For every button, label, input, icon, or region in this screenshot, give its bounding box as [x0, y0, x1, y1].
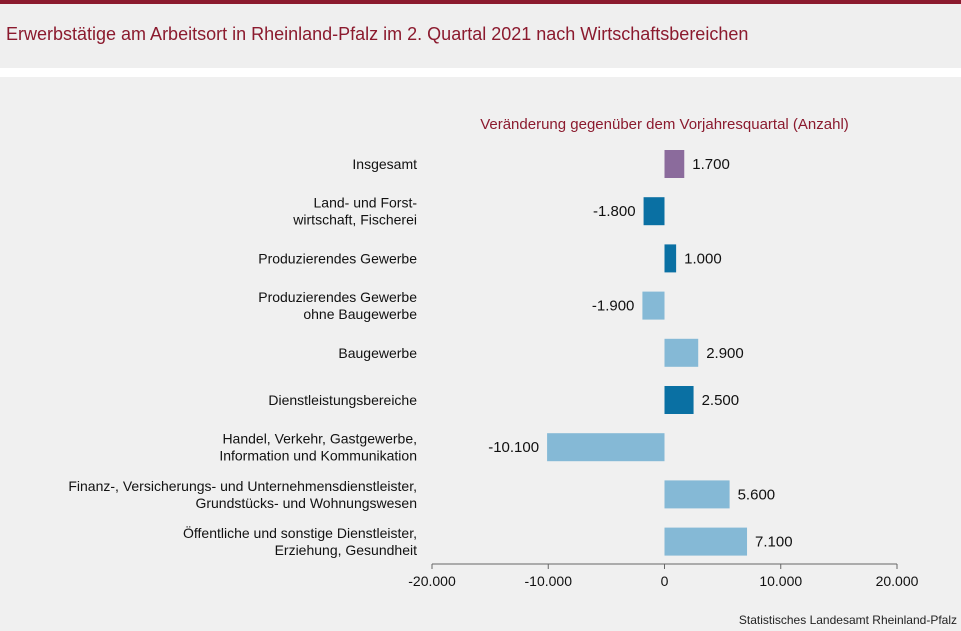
value-label: -1.800: [593, 203, 636, 220]
x-tick-label: -20.000: [408, 573, 456, 589]
value-label: 1.000: [684, 250, 722, 267]
x-tick-label: 10.000: [759, 573, 802, 589]
category-label: Information und Kommunikation: [219, 448, 417, 464]
category-label: ohne Baugewerbe: [303, 306, 417, 322]
value-label: 2.900: [706, 345, 744, 362]
category-label: Grundstücks- und Wohnungswesen: [195, 495, 417, 511]
page-title: Erwerbstätige am Arbeitsort in Rheinland…: [6, 24, 749, 44]
bar: [664, 480, 730, 509]
value-label: 7.100: [755, 534, 793, 551]
x-tick-label: 20.000: [876, 573, 919, 589]
category-label: wirtschaft, Fischerei: [292, 212, 417, 228]
category-label: Dienstleistungsbereiche: [268, 392, 417, 408]
category-label: Produzierendes Gewerbe: [258, 289, 417, 305]
category-label: Insgesamt: [352, 156, 417, 172]
bar: [643, 197, 665, 226]
bar: [664, 338, 699, 367]
value-label: -1.900: [592, 298, 635, 315]
value-label: 5.600: [738, 486, 776, 503]
value-label: 2.500: [702, 392, 740, 409]
x-tick-label: 0: [661, 573, 669, 589]
source-note: Statistisches Landesamt Rheinland-Pfalz: [738, 613, 957, 627]
category-label: Produzierendes Gewerbe: [258, 250, 417, 266]
header: Erwerbstätige am Arbeitsort in Rheinland…: [0, 4, 961, 68]
category-label: Erziehung, Gesundheit: [275, 542, 418, 558]
header-separator: [0, 68, 961, 77]
bar: [664, 386, 694, 414]
value-label: -10.100: [488, 439, 539, 456]
bar-chart: Veränderung gegenüber dem Vorjahresquart…: [68, 116, 919, 589]
x-tick-label: -10.000: [525, 573, 573, 589]
axis-subtitle: Veränderung gegenüber dem Vorjahresquart…: [480, 116, 849, 133]
category-label: Öffentliche und sonstige Dienstleister,: [183, 524, 417, 541]
category-label: Finanz-, Versicherungs- und Unternehmens…: [68, 478, 417, 494]
bar: [664, 150, 685, 178]
top-accent-bar: [0, 0, 961, 4]
category-label: Handel, Verkehr, Gastgewerbe,: [222, 431, 417, 447]
bar: [664, 527, 748, 556]
bar: [642, 291, 665, 320]
chart-area: Veränderung gegenüber dem Vorjahresquart…: [0, 77, 961, 631]
category-label: Baugewerbe: [338, 345, 417, 361]
bar: [547, 433, 665, 462]
bar: [664, 244, 677, 273]
category-label: Land- und Forst-: [314, 195, 418, 211]
value-label: 1.700: [692, 156, 730, 173]
